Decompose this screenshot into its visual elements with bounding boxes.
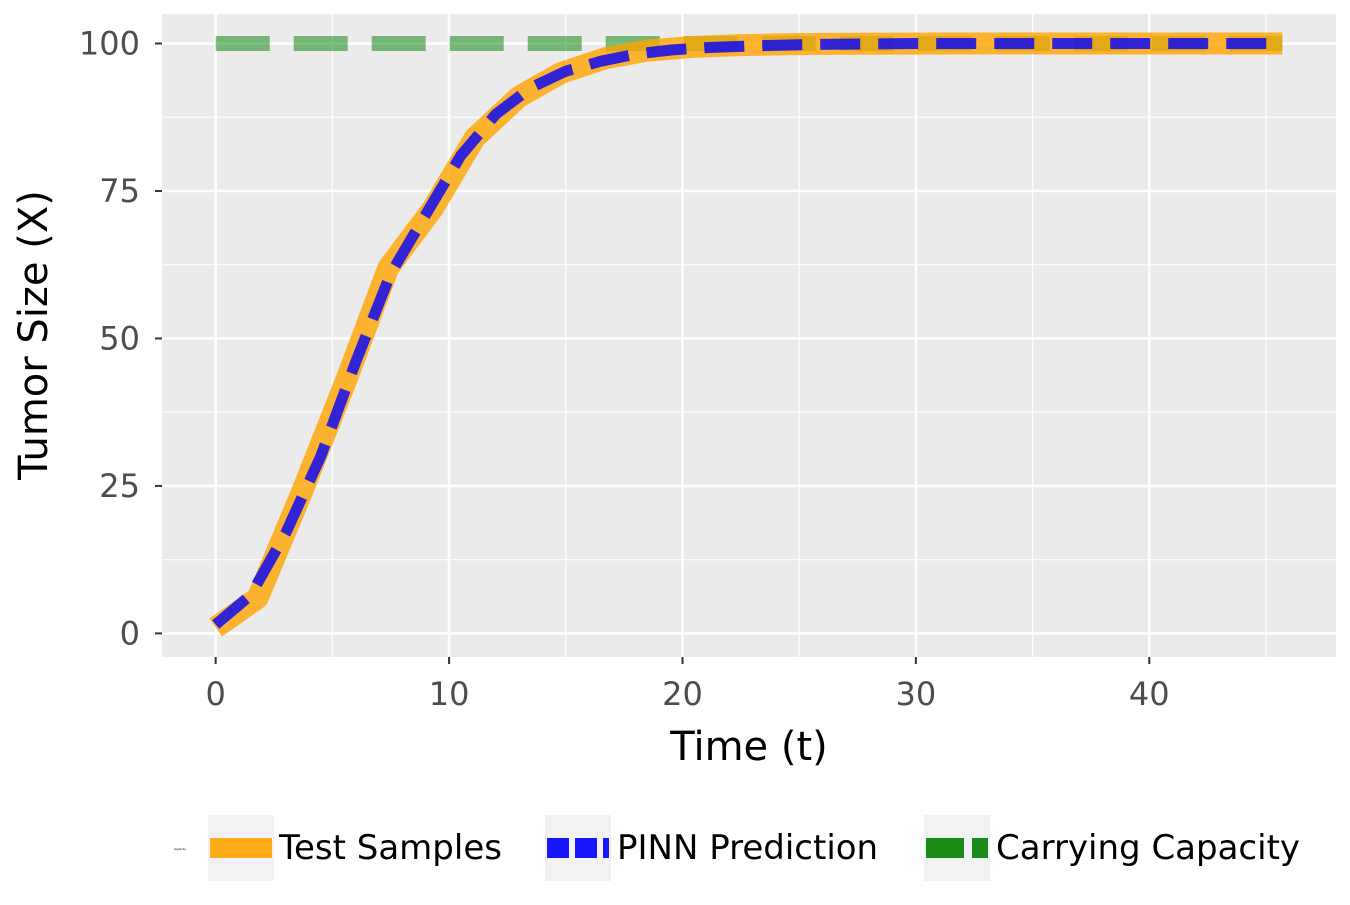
x-tick-label: 40: [1129, 675, 1170, 713]
x-tick-label: 20: [662, 675, 703, 713]
y-axis-title: Tumor Size (X): [11, 190, 57, 481]
x-tick-label: 10: [429, 675, 470, 713]
legend-label: PINN Prediction: [617, 828, 878, 868]
y-tick-label: 0: [120, 614, 140, 652]
plot-panel: [162, 14, 1336, 657]
legend-label: Carrying Capacity: [996, 828, 1300, 868]
y-tick-label: 25: [99, 467, 140, 505]
y-tick-label: 75: [99, 172, 140, 210]
legend-item-pinn-prediction: PINN Prediction: [545, 815, 878, 881]
legend: legends Test Samples PINN Prediction Carry…: [174, 815, 1300, 881]
legend-label: Test Samples: [278, 828, 502, 868]
grid-minor: [162, 14, 1336, 657]
y-tick-label: 100: [79, 24, 140, 62]
legend-title: legends: [174, 847, 186, 851]
x-axis-title: Time (t): [669, 724, 828, 770]
legend-item-carrying-capacity: Carrying Capacity: [924, 815, 1300, 881]
x-tick-label: 0: [206, 675, 226, 713]
grid-major: [162, 14, 1336, 657]
series-layer: [209, 32, 1283, 637]
y-axis: 0 25 50 75 100: [79, 24, 162, 652]
series-pinn-prediction-line: [212, 38, 1283, 629]
legend-item-test-samples: Test Samples: [208, 815, 502, 881]
x-axis: 0 10 20 30 40: [206, 657, 1170, 713]
y-tick-label: 50: [99, 319, 140, 357]
x-tick-label: 30: [896, 675, 937, 713]
